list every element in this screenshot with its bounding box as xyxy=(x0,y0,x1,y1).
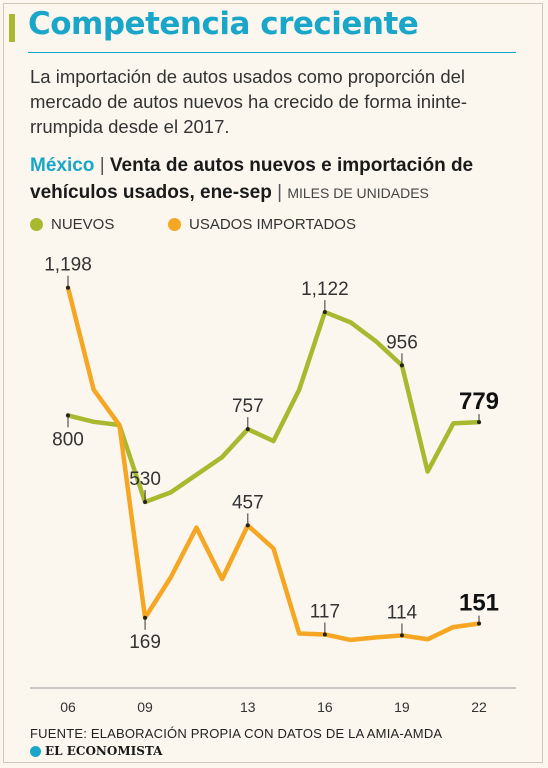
data-point-marker xyxy=(477,621,481,626)
title-accent-bar xyxy=(9,14,15,42)
intro-text: La importación de autos usados como prop… xyxy=(30,66,468,137)
x-tick-label: 09 xyxy=(137,699,153,715)
source-note: FUENTE: ELABORACIÓN PROPIA CON DATOS DE … xyxy=(30,726,443,741)
x-tick-label: 16 xyxy=(317,699,333,715)
data-point-marker xyxy=(322,310,327,315)
data-point-marker xyxy=(399,363,404,368)
data-point-marker xyxy=(322,632,327,637)
data-label: 457 xyxy=(232,492,264,513)
data-point-marker xyxy=(66,285,70,290)
data-point-marker xyxy=(399,633,404,638)
data-point-marker xyxy=(245,427,250,432)
data-label: 117 xyxy=(310,601,340,622)
x-tick-label: 19 xyxy=(394,699,410,715)
data-label: 169 xyxy=(129,632,161,653)
data-label: 757 xyxy=(232,396,264,417)
data-label: 151 xyxy=(459,590,499,617)
data-point-marker xyxy=(66,413,70,418)
subtitle-separator: | xyxy=(99,155,105,176)
subtitle-country: México xyxy=(30,155,95,176)
data-label: 1,122 xyxy=(301,279,349,300)
series-line-usados xyxy=(65,285,482,643)
brand-name: EL ECONOMISTA xyxy=(45,744,163,758)
data-label: 800 xyxy=(52,429,84,450)
legend-label-usados: USADOS IMPORTADOS xyxy=(189,216,356,233)
legend-label-nuevos: NUEVOS xyxy=(51,216,115,233)
title-rule xyxy=(28,52,516,53)
subtitle-units: MILES DE UNIDADES xyxy=(287,185,429,201)
data-label: 1,198 xyxy=(44,255,92,276)
legend-dot-usados xyxy=(168,218,181,231)
page-title: Competencia creciente xyxy=(28,6,419,42)
legend-dot-nuevos xyxy=(30,218,43,231)
x-tick-label: 22 xyxy=(471,699,487,715)
x-tick-label: 13 xyxy=(240,699,256,715)
data-label: 779 xyxy=(459,388,499,415)
data-point-marker xyxy=(143,615,148,620)
data-label: 530 xyxy=(129,469,161,490)
data-label: 956 xyxy=(386,332,418,353)
subtitle-separator-2: | xyxy=(277,182,283,203)
legend-item-usados: USADOS IMPORTADOS xyxy=(168,216,356,233)
series-line-nuevos xyxy=(65,309,482,505)
x-tick-label: 06 xyxy=(60,699,76,715)
data-point-marker xyxy=(143,499,148,504)
brand-logo: EL ECONOMISTA xyxy=(30,744,162,758)
data-label: 114 xyxy=(387,602,418,623)
brand-globe-icon xyxy=(30,745,41,757)
data-point-marker xyxy=(477,420,481,425)
subtitle-text: Venta de autos nuevos e importación de v… xyxy=(30,155,474,203)
infographic-frame xyxy=(3,3,543,763)
data-point-marker xyxy=(245,523,250,528)
chart-subtitle: México | Venta de autos nuevos e importa… xyxy=(30,152,520,207)
legend-item-nuevos: NUEVOS xyxy=(30,216,114,233)
